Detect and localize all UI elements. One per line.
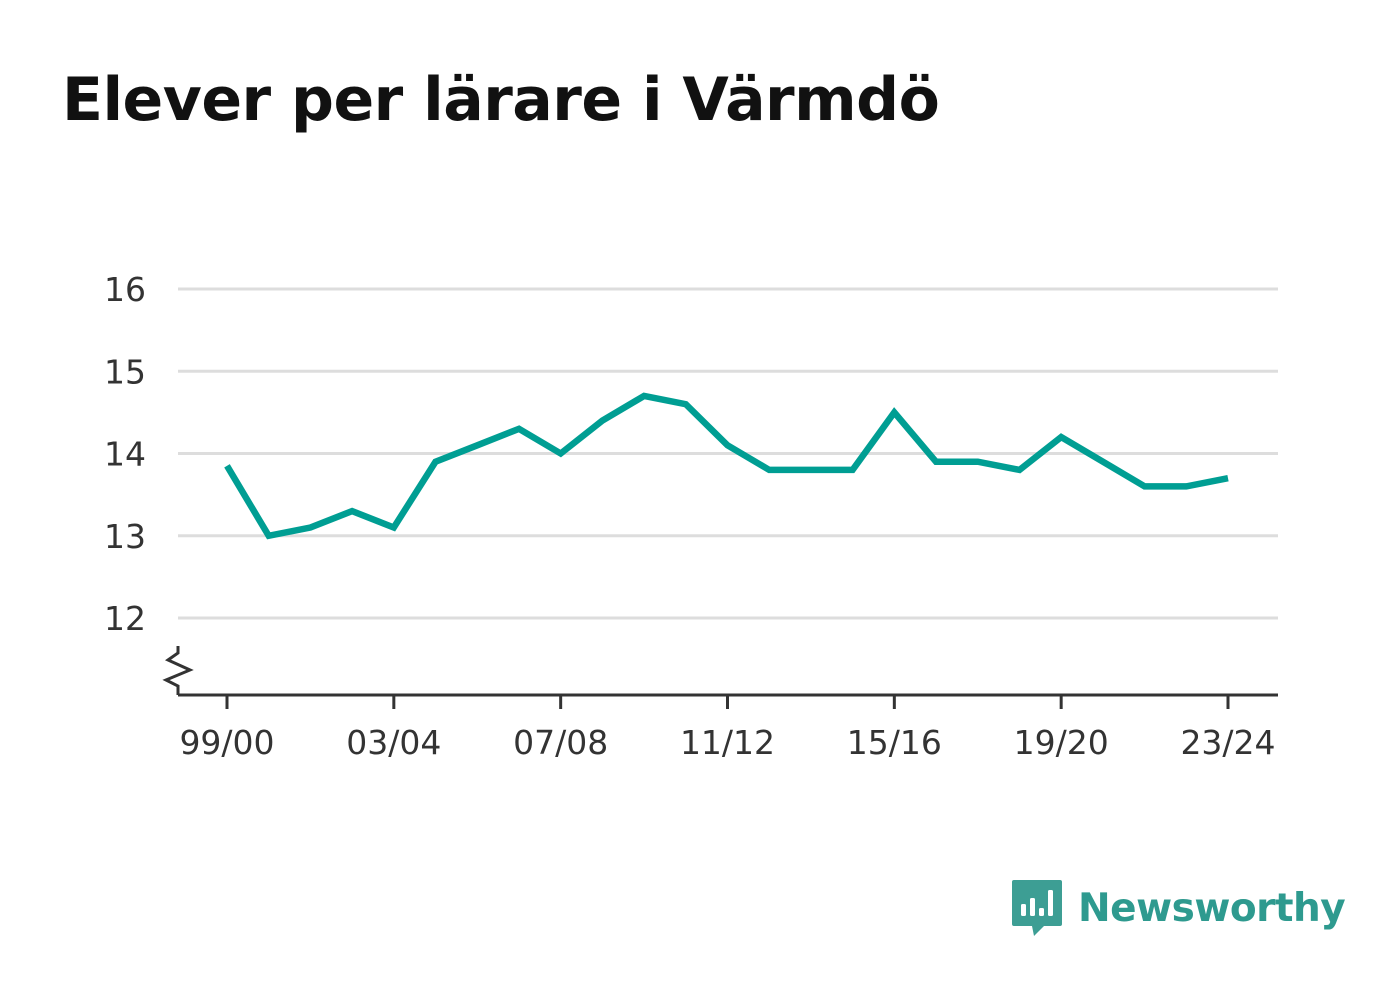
y-tick-label: 16	[104, 270, 146, 309]
y-tick-label: 12	[104, 599, 146, 638]
y-tick-label: 13	[104, 517, 146, 556]
brand-name: Newsworthy	[1078, 885, 1346, 931]
x-tick-label: 07/08	[513, 723, 608, 762]
y-tick-labels: 12 13 14 15 16	[104, 270, 146, 638]
series-lines	[224, 392, 1229, 540]
grid-lines	[178, 287, 1278, 620]
newsworthy-logo-icon	[1012, 880, 1062, 936]
brand-logo: Newsworthy	[1010, 878, 1346, 938]
y-tick-label: 15	[104, 352, 146, 391]
x-tick-label: 03/04	[346, 723, 441, 762]
x-tick-label: 19/20	[1014, 723, 1109, 762]
y-axis-break-marker	[162, 646, 194, 695]
x-tick-label: 99/00	[179, 723, 274, 762]
series-line-0	[224, 392, 1229, 540]
x-tick-label: 11/12	[680, 723, 775, 762]
x-tick-label: 15/16	[847, 723, 942, 762]
axes	[162, 646, 1278, 709]
chart-title: Elever per lärare i Värmdö	[62, 65, 940, 135]
x-tick-labels: 99/00 03/04 07/08 11/12 15/16 19/20 23/24	[179, 723, 1275, 762]
x-tick-label: 23/24	[1180, 723, 1275, 762]
y-tick-label: 14	[104, 435, 146, 474]
